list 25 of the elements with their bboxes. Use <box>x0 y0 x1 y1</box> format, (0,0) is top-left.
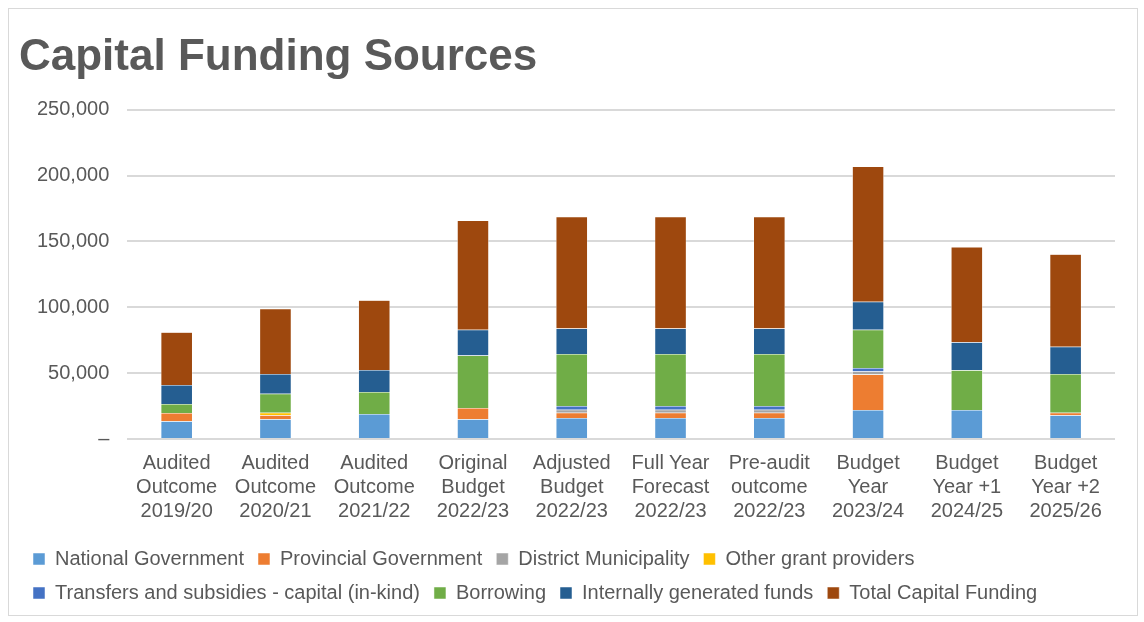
legend-label: Other grant providers <box>725 546 915 569</box>
x-tick-label: Pre-audit outcome 2022/23 <box>728 450 811 521</box>
x-tick-label: Adjusted Budget 2022/23 <box>532 450 611 521</box>
y-tick-label: 250,000 <box>37 97 110 120</box>
legend-label: Total Capital Funding <box>849 580 1038 603</box>
y-tick-label: – <box>98 426 111 449</box>
x-tick-label: Audited Outcome 2020/21 <box>234 450 317 521</box>
y-tick-label: 200,000 <box>37 163 110 186</box>
x-tick-label: Budget Year 2023/24 <box>831 450 905 521</box>
x-tick-label: Original Budget 2022/23 <box>436 450 510 521</box>
x-tick-label: Audited Outcome 2021/22 <box>333 450 415 521</box>
y-tick-label: 50,000 <box>48 360 110 383</box>
legend-label: National Government <box>55 546 245 569</box>
legend-label: Internally generated funds <box>582 580 814 603</box>
legend-label: District Municipality <box>518 546 690 569</box>
x-tick-label: Budget Year +2 2025/26 <box>1029 450 1102 521</box>
y-tick-label: 150,000 <box>37 229 110 251</box>
x-tick-label: Audited Outcome 2019/20 <box>136 450 218 521</box>
legend-label: Transfers and subsidies - capital (in-kind) <box>55 580 420 603</box>
y-tick-label: 100,000 <box>37 294 110 317</box>
legend-label: Provincial Government <box>279 546 483 569</box>
x-tick-label: Full Year Forecast 2022/23 <box>631 450 710 521</box>
legend-label: Borrowing <box>455 580 547 603</box>
chart-title: Capital Funding Sources <box>19 29 538 79</box>
x-tick-label: Budget Year +1 2024/25 <box>930 450 1003 521</box>
